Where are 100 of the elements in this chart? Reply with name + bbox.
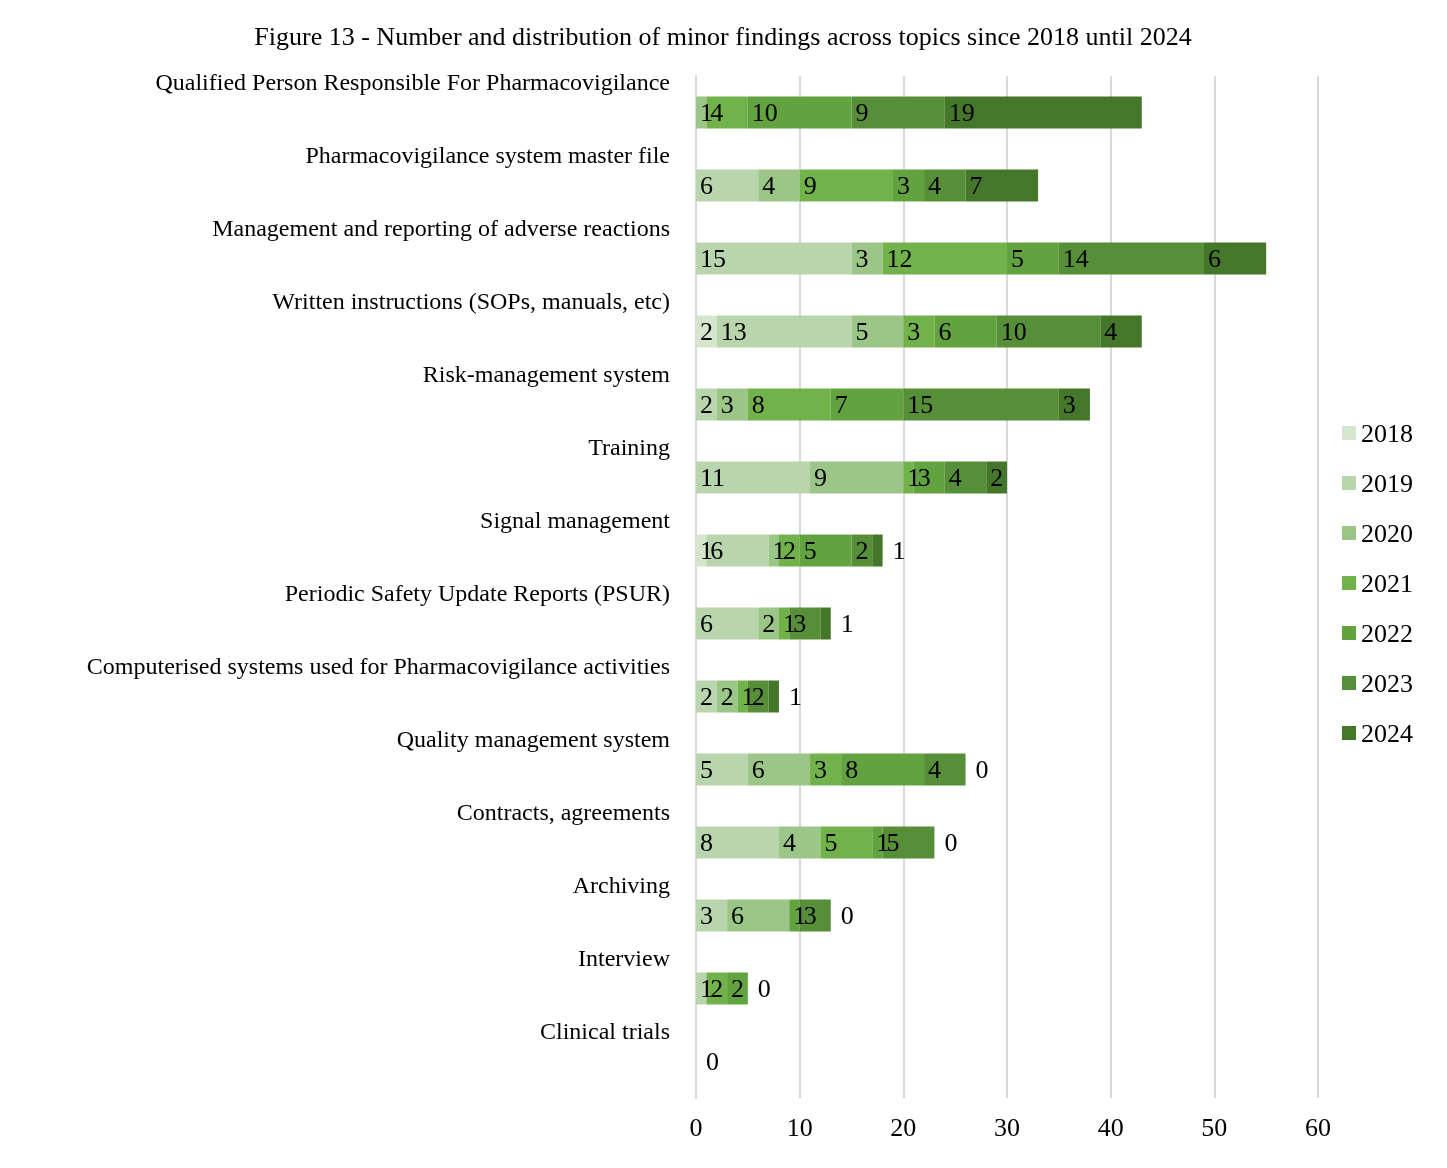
data-label: 15 [700, 244, 726, 273]
y-tick-label: Archiving [572, 871, 670, 898]
bar [696, 753, 748, 786]
data-label: 4 [782, 828, 796, 857]
bar [924, 169, 966, 202]
data-label: 11 [700, 463, 726, 492]
bar [903, 315, 935, 348]
y-tick-label: Qualified Person Responsible For Pharmacovigilance [155, 68, 670, 95]
data-label: 4 [948, 463, 962, 492]
bar [696, 607, 759, 640]
bar [747, 753, 811, 786]
y-tick-label: Contracts, agreements [456, 798, 670, 825]
bar [851, 96, 945, 129]
data-label: 1 [782, 609, 796, 638]
bar [996, 315, 1101, 348]
data-label: 1 [700, 98, 713, 127]
data-label: 2 [700, 317, 713, 346]
x-tick-label: 20 [890, 1112, 917, 1142]
bar [944, 461, 987, 494]
bar [1058, 388, 1090, 421]
bar [716, 388, 748, 421]
data-label: 0 [975, 755, 989, 784]
data-label: 3 [855, 244, 869, 273]
data-label: 6 [700, 171, 713, 200]
data-label: 2 [731, 974, 745, 1003]
data-label: 7 [969, 171, 983, 200]
data-label: 3 [793, 609, 807, 638]
data-label: 5 [803, 536, 817, 565]
bar [841, 753, 925, 786]
data-label: 9 [803, 171, 817, 200]
bar [696, 242, 852, 275]
legend-label: 2018 [1361, 418, 1413, 448]
bar [934, 315, 997, 348]
data-label: 10 [1000, 317, 1027, 346]
data-label: 15 [907, 390, 934, 419]
y-tick-label: Pharmacovigilance system master file [305, 141, 670, 168]
bar [799, 534, 852, 567]
bar [820, 826, 873, 859]
bar [882, 242, 1007, 275]
data-label: 5 [700, 755, 713, 784]
data-label: 5 [855, 317, 869, 346]
bar [768, 680, 779, 713]
data-label: 19 [948, 98, 975, 127]
legend-label: 2022 [1361, 618, 1413, 648]
data-label: 10 [751, 98, 778, 127]
data-label: 3 [700, 901, 713, 930]
y-tick-label: Written instructions (SOPs, manuals, etc) [272, 287, 670, 314]
data-label: 1 [840, 609, 854, 638]
bar [1203, 242, 1267, 275]
bar [1058, 242, 1204, 275]
x-tick-label: 10 [786, 1112, 813, 1142]
data-label: 2 [855, 536, 869, 565]
data-label: 5 [886, 828, 900, 857]
data-label: 2 [990, 463, 1004, 492]
data-label: 2 [782, 536, 796, 565]
data-label: 3 [896, 171, 910, 200]
y-tick-label: Periodic Safety Update Reports (PSUR) [284, 579, 670, 606]
bar [716, 315, 852, 348]
data-label: 6 [700, 609, 713, 638]
x-tick-label: 0 [689, 1112, 703, 1142]
data-label: 6 [938, 317, 952, 346]
x-tick-label: 30 [994, 1112, 1020, 1142]
data-label: 8 [845, 755, 859, 784]
data-label: 4 [928, 755, 942, 784]
data-label: 9 [814, 463, 828, 492]
x-tick-label: 50 [1201, 1112, 1228, 1142]
bar [758, 169, 800, 202]
y-tick-label: Training [588, 433, 670, 460]
bar [747, 96, 852, 129]
data-label: 0 [944, 828, 958, 857]
data-label: 1 [892, 536, 906, 565]
bar [799, 169, 893, 202]
bar [727, 899, 790, 932]
bar [830, 388, 904, 421]
data-label: 2 [710, 974, 724, 1003]
data-label: 6 [1207, 244, 1221, 273]
bar [892, 169, 925, 202]
data-label: 13 [720, 317, 747, 346]
bar [924, 753, 966, 786]
data-label: 2 [762, 609, 776, 638]
y-tick-label: Clinical trials [540, 1017, 670, 1044]
bar [810, 753, 842, 786]
x-tick-label: 60 [1305, 1112, 1331, 1142]
legend-label: 2019 [1361, 468, 1413, 498]
data-label: 3 [720, 390, 734, 419]
data-label: 1 [788, 682, 802, 711]
data-label: 3 [814, 755, 828, 784]
data-label: 3 [917, 463, 931, 492]
data-label: 2 [751, 682, 765, 711]
data-label: 4 [710, 98, 724, 127]
data-label: 9 [855, 98, 869, 127]
y-tick-label: Computerised systems used for Pharmacovigilance activities [86, 652, 670, 679]
bar [778, 826, 821, 859]
bar [696, 899, 728, 932]
bar [944, 96, 1142, 129]
data-label: 7 [834, 390, 848, 419]
y-tick-label: Management and reporting of adverse reactions [212, 214, 670, 241]
legend-label: 2024 [1361, 718, 1413, 748]
x-tick-label: 40 [1097, 1112, 1124, 1142]
bar [820, 607, 831, 640]
